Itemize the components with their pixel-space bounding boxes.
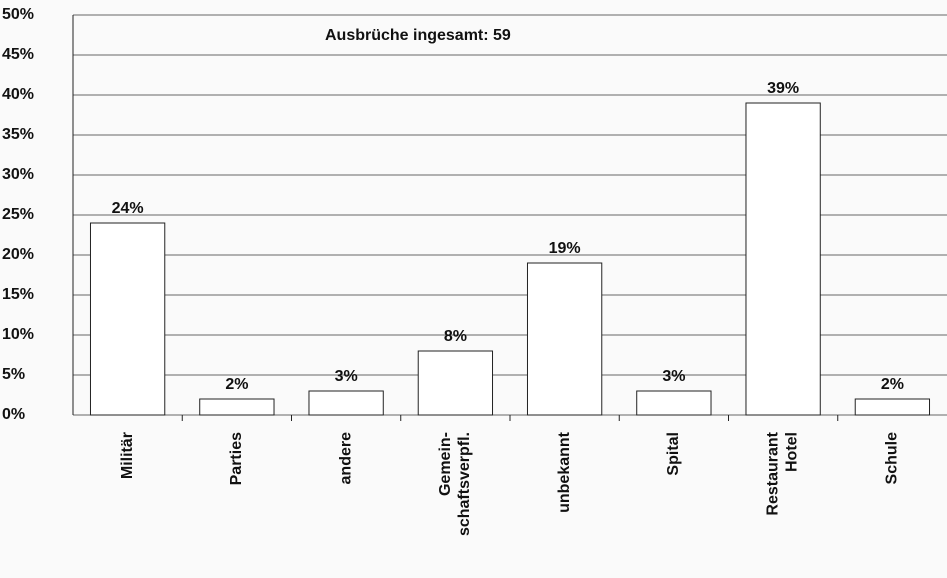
value-label: 3% xyxy=(335,368,358,385)
value-label: 3% xyxy=(662,368,685,385)
x-tick-label: Militär xyxy=(119,432,136,479)
value-label: 24% xyxy=(112,200,144,217)
value-label: 2% xyxy=(881,376,904,393)
y-tick-label: 0% xyxy=(2,406,25,423)
value-label: 19% xyxy=(549,240,581,257)
y-tick-label: 20% xyxy=(2,246,34,263)
x-tick-label: Schule xyxy=(884,432,901,485)
bar xyxy=(526,262,603,416)
y-tick-label: 50% xyxy=(2,6,34,23)
bar xyxy=(636,390,712,416)
label-line: schaftsverpfl. xyxy=(456,432,473,536)
x-tick-label: Parties xyxy=(228,432,245,485)
bar xyxy=(417,350,494,416)
annotation: Ausbrüche ingesamt: 59 xyxy=(325,27,511,44)
label-line: Hotel xyxy=(784,432,801,472)
bar xyxy=(89,222,166,416)
value-label: 2% xyxy=(225,376,248,393)
value-label: 8% xyxy=(444,328,467,345)
x-tick-label: Gemein-schaftsverpfl. xyxy=(437,432,473,536)
bar xyxy=(199,398,275,416)
x-tick-label: Restaurant Hotel xyxy=(765,431,801,515)
x-tick-label: andere xyxy=(337,432,354,485)
y-tick-label: 5% xyxy=(2,366,25,383)
bar xyxy=(854,398,931,416)
bar xyxy=(745,102,821,416)
y-tick-label: 15% xyxy=(2,286,34,303)
x-tick-label: Spital xyxy=(665,432,682,476)
x-tick-label: unbekannt xyxy=(556,431,573,513)
y-tick-label: 35% xyxy=(2,126,34,143)
label-line: Gemein- xyxy=(437,432,454,496)
y-tick-label: 30% xyxy=(2,166,34,183)
y-tick-label: 10% xyxy=(2,326,34,343)
y-tick-label: 25% xyxy=(2,206,34,223)
bar xyxy=(308,390,384,416)
label-line: Restaurant xyxy=(765,431,782,515)
y-tick-label: 45% xyxy=(2,46,34,63)
y-tick-label: 40% xyxy=(2,86,34,103)
value-label: 39% xyxy=(767,80,799,97)
